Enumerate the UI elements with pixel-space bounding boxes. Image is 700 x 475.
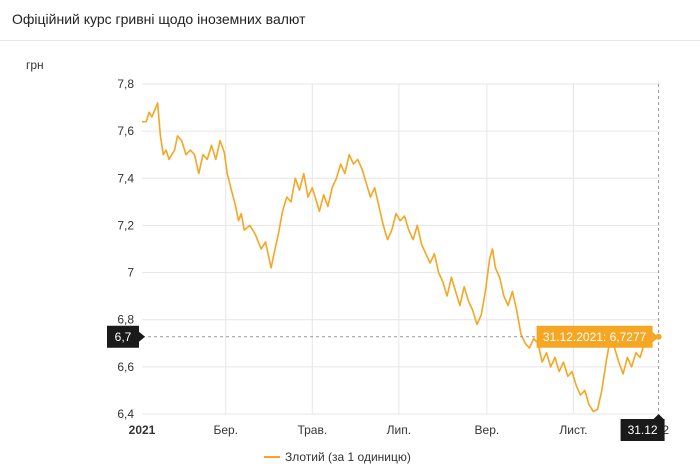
y-tick-label: 6,6	[117, 360, 134, 374]
x-axis-ticks: 2021 Бер. Трав. Лип. Вер. Лист. 2	[129, 423, 670, 437]
header-bar: Офіційний курс гривні щодо іноземних вал…	[0, 0, 700, 41]
line-chart[interactable]: грн 7,8 7,6 7,4 7,2 7 6,8 6,6 6,4 2021 Бер. Трав.…	[0, 41, 700, 475]
x-tick-label: Лист.	[559, 423, 587, 437]
y-axis-label: грн	[26, 58, 44, 72]
x-tick-label: Лип.	[387, 423, 411, 437]
x-value-badge	[620, 419, 665, 441]
y-tick-label: 7,2	[117, 218, 134, 232]
x-tick-label: Вер.	[475, 423, 500, 437]
series-line	[142, 102, 660, 413]
y-tick-label: 6,8	[117, 313, 134, 327]
y-value-badge	[107, 325, 139, 348]
y-axis-ticks: 7,8 7,6 7,4 7,2 7 6,8 6,6 6,4	[117, 77, 134, 421]
legend-label: Злотий (за 1 одиницю)	[285, 450, 411, 464]
y-tick-label: 6,4	[117, 407, 134, 421]
x-tick-label: 2	[662, 423, 669, 437]
y-badge-arrow	[139, 331, 145, 342]
y-tick-label: 7,4	[117, 171, 134, 185]
x-tick-label: Трав.	[297, 423, 327, 437]
x-badge-label: 31.12	[628, 423, 658, 437]
series-layer	[142, 102, 660, 413]
y-tick-label: 7,6	[117, 124, 134, 138]
gridlines	[142, 83, 660, 415]
legend[interactable]: Злотий (за 1 одиницю)	[264, 450, 411, 464]
page-title: Офіційний курс гривні щодо іноземних вал…	[12, 11, 306, 27]
y-tick-label: 7	[127, 266, 134, 280]
tooltip-arrow	[652, 331, 658, 342]
x-tick-label: Бер.	[213, 423, 238, 437]
hover-point	[655, 333, 662, 340]
tooltip-box	[536, 325, 653, 348]
crosshair: 6,7 31.12 31.12.2021: 6,7277	[107, 84, 665, 441]
x-badge-arrow	[653, 414, 664, 419]
tooltip-text: 31.12.2021: 6,7277	[543, 330, 647, 344]
y-badge-label: 6,7	[115, 330, 132, 344]
x-tick-label: 2021	[129, 423, 156, 437]
y-tick-label: 7,8	[117, 77, 134, 91]
